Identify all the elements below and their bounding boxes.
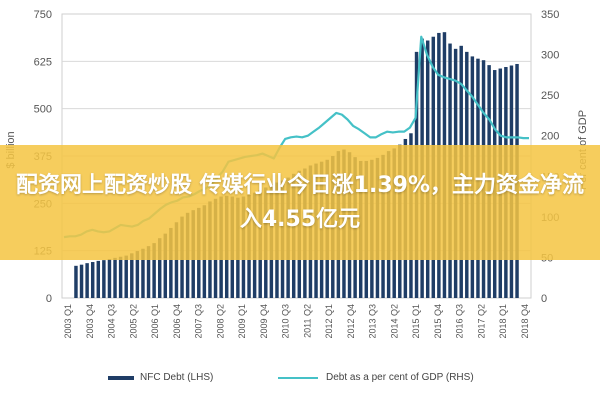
- x-tick-label: 2012 Q4: [346, 304, 356, 339]
- x-tick-label: 2017 Q2: [477, 304, 487, 339]
- banner-text: 配资网上配资炒股 传媒行业今日涨1.39%，主力资金净流入4.55亿元: [16, 172, 584, 232]
- y-left-tick-label: 750: [34, 9, 52, 21]
- x-tick-label: 2018 Q4: [520, 304, 530, 339]
- bar: [102, 260, 106, 298]
- x-tick-label: 2013 Q3: [368, 304, 378, 339]
- bar: [141, 248, 145, 298]
- x-tick-label: 2015 Q4: [433, 304, 443, 339]
- x-tick-label: 2018 Q1: [498, 304, 508, 339]
- y-left-tick-label: 500: [34, 104, 52, 116]
- x-tick-label: 2003 Q4: [85, 304, 95, 339]
- y-right-tick-label: 350: [541, 9, 559, 21]
- legend-swatch-bars: [108, 375, 134, 380]
- y-right-tick-label: 250: [541, 90, 559, 102]
- x-tick-label: 2008 Q2: [215, 304, 225, 339]
- bar: [96, 260, 101, 298]
- x-tick-label: 2011 Q2: [302, 304, 312, 338]
- bar: [157, 238, 162, 298]
- bar: [90, 262, 95, 298]
- x-tick-label: 2012 Q1: [324, 304, 334, 339]
- x-tick-label: 2009 Q1: [237, 304, 247, 339]
- legend-label-bars: NFC Debt (LHS): [140, 372, 214, 383]
- y-left-tick-label: 0: [46, 293, 52, 305]
- legend-item-line: Debt as a per cent of GDP (RHS): [278, 372, 474, 383]
- bar: [146, 246, 151, 298]
- x-tick-label: 2005 Q2: [128, 304, 138, 339]
- y-right-tick-label: 0: [541, 293, 547, 305]
- x-tick-label: 2006 Q4: [172, 304, 182, 339]
- legend-label-line: Debt as a per cent of GDP (RHS): [326, 372, 474, 383]
- bar: [169, 227, 173, 298]
- legend-swatch-line: [278, 376, 318, 379]
- y-right-tick-label: 300: [541, 50, 559, 62]
- bar: [152, 243, 156, 298]
- x-tick-label: 2006 Q1: [150, 304, 160, 339]
- x-tick-label: 2007 Q3: [194, 304, 204, 339]
- legend-item-bars: NFC Debt (LHS): [108, 372, 213, 383]
- x-tick-label: 2015 Q1: [411, 304, 421, 339]
- x-tick-label: 2003 Q1: [63, 304, 73, 339]
- y-right-tick-label: 200: [541, 131, 559, 143]
- bar: [79, 264, 84, 298]
- bar: [135, 251, 140, 298]
- bar: [124, 255, 128, 298]
- x-tick-label: 2009 Q4: [259, 304, 269, 339]
- bar: [163, 233, 168, 298]
- bar: [74, 265, 78, 298]
- bar: [130, 253, 134, 298]
- promo-banner[interactable]: 配资网上配资炒股 传媒行业今日涨1.39%，主力资金净流入4.55亿元: [0, 145, 600, 260]
- bar: [85, 263, 89, 298]
- x-tick-label: 2004 Q3: [107, 304, 117, 339]
- legend: NFC Debt (LHS) Debt as a per cent of GDP…: [0, 368, 600, 392]
- x-tick-label: 2014 Q2: [389, 304, 399, 339]
- bar: [107, 259, 112, 298]
- y-left-tick-label: 625: [34, 56, 52, 68]
- bar: [174, 222, 179, 298]
- bar: [118, 256, 123, 298]
- x-tick-label: 2016 Q3: [455, 304, 465, 339]
- bar: [113, 257, 117, 298]
- x-tick-label: 2010 Q3: [281, 304, 291, 339]
